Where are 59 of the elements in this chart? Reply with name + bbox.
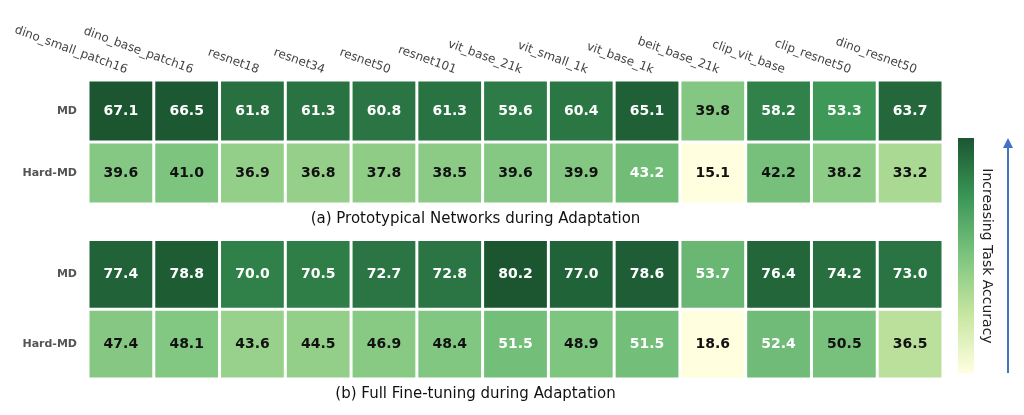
data-label: 60.4: [564, 101, 599, 118]
data-label: 74.2: [827, 265, 862, 282]
data-label: 51.5: [498, 334, 533, 351]
y-tick-label: MD: [56, 267, 77, 281]
data-label: 48.4: [432, 334, 468, 351]
data-label: 61.3: [300, 101, 336, 118]
data-label: 78.6: [629, 265, 665, 282]
data-label: 65.1: [629, 101, 665, 118]
data-label: 18.6: [695, 334, 731, 351]
data-label: 53.3: [827, 101, 862, 118]
data-label: 37.8: [366, 163, 402, 180]
data-label: 48.1: [169, 334, 204, 351]
data-label: 77.4: [103, 265, 139, 282]
data-label: 60.8: [366, 101, 402, 118]
data-label: 61.8: [235, 101, 270, 118]
data-label: 38.5: [432, 163, 467, 180]
data-label: 66.5: [169, 101, 204, 118]
data-label: 43.6: [235, 334, 270, 351]
data-label: 39.9: [564, 163, 599, 180]
data-label: 76.4: [761, 265, 797, 282]
data-label: 39.6: [103, 163, 139, 180]
data-label: 78.8: [169, 265, 204, 282]
data-label: 67.1: [103, 101, 139, 118]
data-label: 52.4: [761, 334, 797, 351]
data-label: 44.5: [300, 334, 336, 351]
data-label: 80.2: [498, 265, 533, 282]
data-label: 15.1: [695, 163, 731, 180]
data-label: 70.5: [300, 265, 336, 282]
data-label: 53.7: [695, 265, 731, 282]
data-label: 48.9: [564, 334, 599, 351]
data-label: 36.9: [235, 163, 270, 180]
color-bar-title: Increasing Task Accuracy: [980, 167, 997, 344]
data-label: 59.6: [498, 101, 533, 118]
data-label: 73.0: [892, 265, 928, 282]
text: (b) Full Fine-tuning during Adaptation: [335, 383, 616, 402]
data-label: 77.0: [564, 265, 599, 282]
data-label: 72.7: [366, 265, 402, 282]
data-label: 47.4: [103, 334, 139, 351]
data-label: 43.2: [629, 163, 665, 180]
y-tick-label: Hard-MD: [22, 337, 77, 351]
data-label: 41.0: [169, 163, 205, 180]
data-label: 61.3: [432, 101, 467, 118]
data-label: 50.5: [827, 334, 862, 351]
data-label: 36.8: [300, 163, 336, 180]
data-label: 36.5: [892, 334, 928, 351]
text: (a) Prototypical Networks during Adaptation: [310, 208, 641, 227]
data-label: 39.8: [695, 101, 731, 118]
data-label: 39.6: [498, 163, 533, 180]
data-label: 46.9: [366, 334, 402, 351]
data-label: 72.8: [432, 265, 467, 282]
data-label: 38.2: [827, 163, 862, 180]
data-label: 33.2: [892, 163, 928, 180]
y-tick-label: MD: [56, 103, 77, 117]
data-label: 42.2: [761, 163, 796, 180]
data-label: 51.5: [629, 334, 665, 351]
data-label: 58.2: [761, 101, 796, 118]
data-label: 63.7: [892, 101, 928, 118]
data-label: 70.0: [235, 265, 270, 282]
y-tick-label: Hard-MD: [22, 165, 77, 179]
